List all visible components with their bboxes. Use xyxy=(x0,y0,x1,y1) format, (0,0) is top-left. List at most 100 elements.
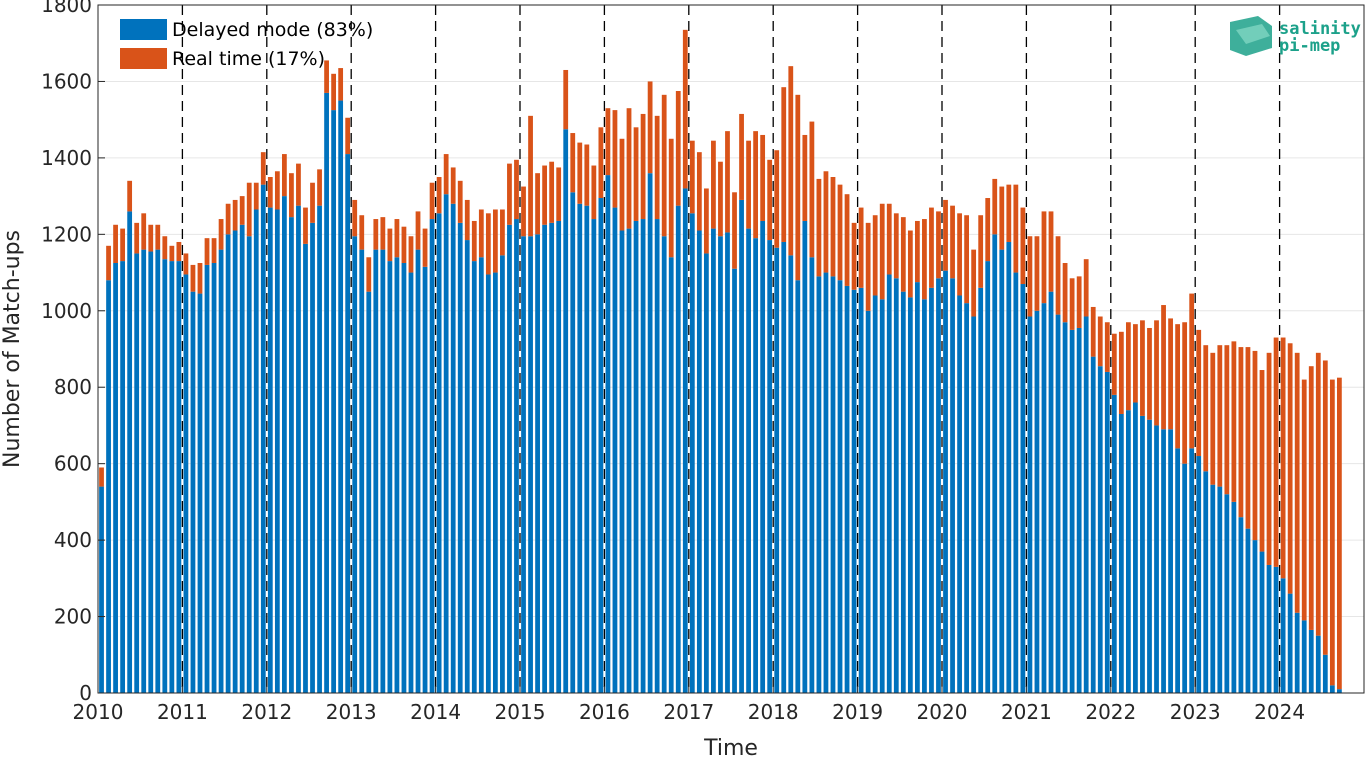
bar-delayed-mode xyxy=(408,272,414,693)
bar-real-time xyxy=(471,220,477,262)
bar-delayed-mode xyxy=(1140,415,1145,693)
bar-real-time xyxy=(113,224,118,263)
bar-delayed-mode xyxy=(1041,303,1047,693)
bar-delayed-mode xyxy=(352,236,358,693)
bar-real-time xyxy=(373,219,379,250)
bar-delayed-mode xyxy=(971,316,977,693)
bar-delayed-mode xyxy=(675,205,681,693)
x-axis-title: Time xyxy=(703,736,758,758)
bar-real-time xyxy=(1118,331,1124,414)
bar-real-time xyxy=(1090,306,1096,357)
bar-delayed-mode xyxy=(274,209,280,693)
bar-delayed-mode xyxy=(767,240,773,694)
bar-real-time xyxy=(303,207,308,244)
bar-real-time xyxy=(943,199,948,271)
bar-real-time xyxy=(865,222,871,311)
bar-delayed-mode xyxy=(1182,463,1188,693)
bar-delayed-mode xyxy=(1083,316,1089,693)
bar-real-time xyxy=(711,140,716,229)
bar-delayed-mode xyxy=(1238,517,1244,693)
bar-real-time xyxy=(598,127,604,199)
bar-real-time xyxy=(274,171,280,210)
bar-real-time xyxy=(345,117,351,155)
x-tick-label: 2014 xyxy=(410,700,461,724)
bar-real-time xyxy=(950,205,955,279)
bar-real-time xyxy=(1104,322,1110,372)
bar-real-time xyxy=(514,159,519,220)
bar-delayed-mode xyxy=(183,274,189,693)
bar-delayed-mode xyxy=(943,270,948,693)
bar-delayed-mode xyxy=(1069,329,1075,693)
salinity-pimep-logo: salinity pi-mep xyxy=(1230,16,1361,56)
bar-real-time xyxy=(661,94,667,237)
bar-real-time xyxy=(267,177,273,208)
bar-real-time xyxy=(1062,263,1068,323)
bar-delayed-mode xyxy=(570,192,576,694)
bar-real-time xyxy=(696,152,702,231)
bar-real-time xyxy=(556,167,562,221)
bar-delayed-mode xyxy=(218,249,224,693)
bar-delayed-mode xyxy=(711,228,716,693)
bar-real-time xyxy=(872,215,878,296)
x-tick-label: 2020 xyxy=(917,700,968,724)
x-tick-label: 2021 xyxy=(1001,700,1052,724)
bar-real-time xyxy=(1336,377,1342,690)
bar-delayed-mode xyxy=(626,228,632,693)
bar-real-time xyxy=(281,154,287,197)
bar-delayed-mode xyxy=(359,249,365,693)
bar-real-time xyxy=(823,171,829,273)
bar-real-time xyxy=(127,180,133,212)
bar-real-time xyxy=(626,108,632,229)
bar-delayed-mode xyxy=(563,129,569,693)
bar-real-time xyxy=(521,186,526,237)
bar-real-time xyxy=(310,182,315,223)
bar-real-time xyxy=(450,167,456,204)
bar-delayed-mode xyxy=(900,291,906,693)
bar-real-time xyxy=(929,207,934,288)
bar-delayed-mode xyxy=(809,257,815,693)
bar-delayed-mode xyxy=(169,261,175,693)
bar-delayed-mode xyxy=(1118,413,1124,693)
bar-real-time xyxy=(1189,293,1195,449)
bar-delayed-mode xyxy=(225,234,231,694)
bar-delayed-mode xyxy=(999,249,1005,693)
bar-real-time xyxy=(253,182,259,210)
bar-real-time xyxy=(591,165,597,220)
bar-delayed-mode xyxy=(106,280,111,693)
bar-delayed-mode xyxy=(1104,371,1110,693)
bar-real-time xyxy=(985,198,991,262)
bar-real-time xyxy=(971,249,977,317)
bar-delayed-mode xyxy=(619,230,625,693)
bar-real-time xyxy=(922,219,927,300)
bar-delayed-mode xyxy=(640,219,646,694)
bar-real-time xyxy=(1329,379,1335,686)
bar-real-time xyxy=(900,217,906,292)
bar-real-time xyxy=(218,219,224,250)
bar-real-time xyxy=(640,113,646,220)
bar-real-time xyxy=(668,138,674,258)
bar-real-time xyxy=(1245,347,1251,529)
bar-real-time xyxy=(1154,320,1159,426)
bar-real-time xyxy=(753,131,759,239)
bar-real-time xyxy=(415,211,421,250)
y-tick-label: 0 xyxy=(79,681,92,705)
bar-real-time xyxy=(549,161,555,223)
bar-delayed-mode xyxy=(211,263,217,693)
x-tick-label: 2022 xyxy=(1085,700,1136,724)
bar-delayed-mode xyxy=(148,251,154,694)
bar-delayed-mode xyxy=(127,211,133,693)
bar-real-time xyxy=(732,192,737,269)
bar-delayed-mode xyxy=(190,291,196,693)
bar-real-time xyxy=(429,182,435,220)
bar-real-time xyxy=(914,220,920,283)
bar-delayed-mode xyxy=(514,219,519,694)
bar-delayed-mode xyxy=(830,276,836,693)
bar-real-time xyxy=(401,226,407,263)
bar-delayed-mode xyxy=(858,287,864,693)
bar-real-time xyxy=(1210,352,1216,485)
bar-delayed-mode xyxy=(197,293,203,693)
bar-delayed-mode xyxy=(725,232,730,693)
bar-delayed-mode xyxy=(703,253,709,693)
bar-real-time xyxy=(1175,324,1181,449)
